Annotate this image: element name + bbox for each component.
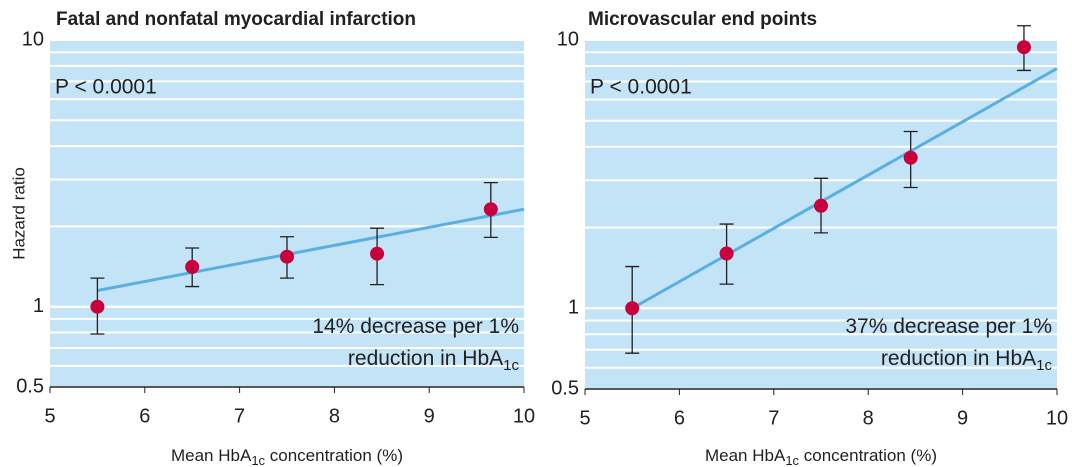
subscript: 1c — [785, 453, 799, 467]
annotation-text: reduction in HbA — [348, 347, 503, 370]
x-tick-label: 5 — [579, 407, 590, 429]
y-tick-label: 0.5 — [551, 377, 579, 399]
p-value: P < 0.0001 — [55, 76, 157, 99]
data-point — [719, 246, 734, 261]
x-tick-label: 6 — [139, 405, 150, 427]
x-tick-label: 7 — [234, 405, 245, 427]
annotation: 14% decrease per 1% — [312, 315, 519, 338]
annotation: reduction in HbA1c — [348, 347, 520, 374]
data-point — [903, 150, 918, 165]
chart-title: Fatal and nonfatal myocardial infarction — [56, 9, 416, 30]
data-point — [814, 198, 828, 213]
x-tick-label: 10 — [1046, 407, 1068, 429]
x-label-text: Mean HbA — [705, 446, 786, 465]
y-tick-label: 10 — [22, 28, 44, 50]
x-label-text: concentration (%) — [265, 446, 403, 465]
data-point — [90, 299, 105, 314]
annotation-text: 37% decrease per 1% — [845, 315, 1052, 338]
subscript: 1c — [503, 357, 519, 374]
p-value: P < 0.0001 — [590, 76, 692, 99]
chart-title: Microvascular end points — [588, 9, 817, 30]
x-tick-label: 5 — [44, 405, 55, 427]
x-tick-label: 8 — [329, 405, 340, 427]
fit-line — [97, 207, 525, 292]
x-tick-label: 10 — [513, 405, 535, 427]
x-tick-label: 6 — [674, 407, 685, 429]
data-point — [625, 301, 640, 316]
x-axis-label: Mean HbA1c concentration (%) — [705, 446, 937, 467]
y-tick-label: 0.5 — [16, 375, 44, 397]
subscript: 1c — [251, 453, 265, 467]
data-point — [280, 249, 294, 264]
x-axis-label: Mean HbA1c concentration (%) — [171, 446, 403, 467]
data-point — [370, 246, 385, 261]
y-tick-label: 1 — [568, 297, 579, 319]
data-point — [185, 259, 200, 274]
x-tick-label: 9 — [424, 405, 435, 427]
subscript: 1c — [1036, 357, 1052, 374]
y-tick-label: 1 — [33, 295, 44, 317]
data-point — [1016, 40, 1031, 55]
annotation-text: 14% decrease per 1% — [312, 315, 519, 338]
x-label-text: Mean HbA — [171, 446, 252, 465]
plot-background — [50, 40, 524, 387]
x-tick-label: 7 — [768, 407, 779, 429]
x-tick-label: 8 — [863, 407, 874, 429]
data-point — [483, 202, 498, 217]
x-tick-label: 9 — [957, 407, 968, 429]
fit-line — [631, 67, 1058, 310]
y-tick-label: 10 — [557, 28, 579, 50]
annotation: 37% decrease per 1% — [845, 315, 1052, 338]
annotation-text: reduction in HbA — [881, 347, 1036, 370]
y-axis-label: Hazard ratio — [9, 167, 28, 260]
x-label-text: concentration (%) — [799, 446, 937, 465]
annotation: reduction in HbA1c — [881, 347, 1053, 374]
